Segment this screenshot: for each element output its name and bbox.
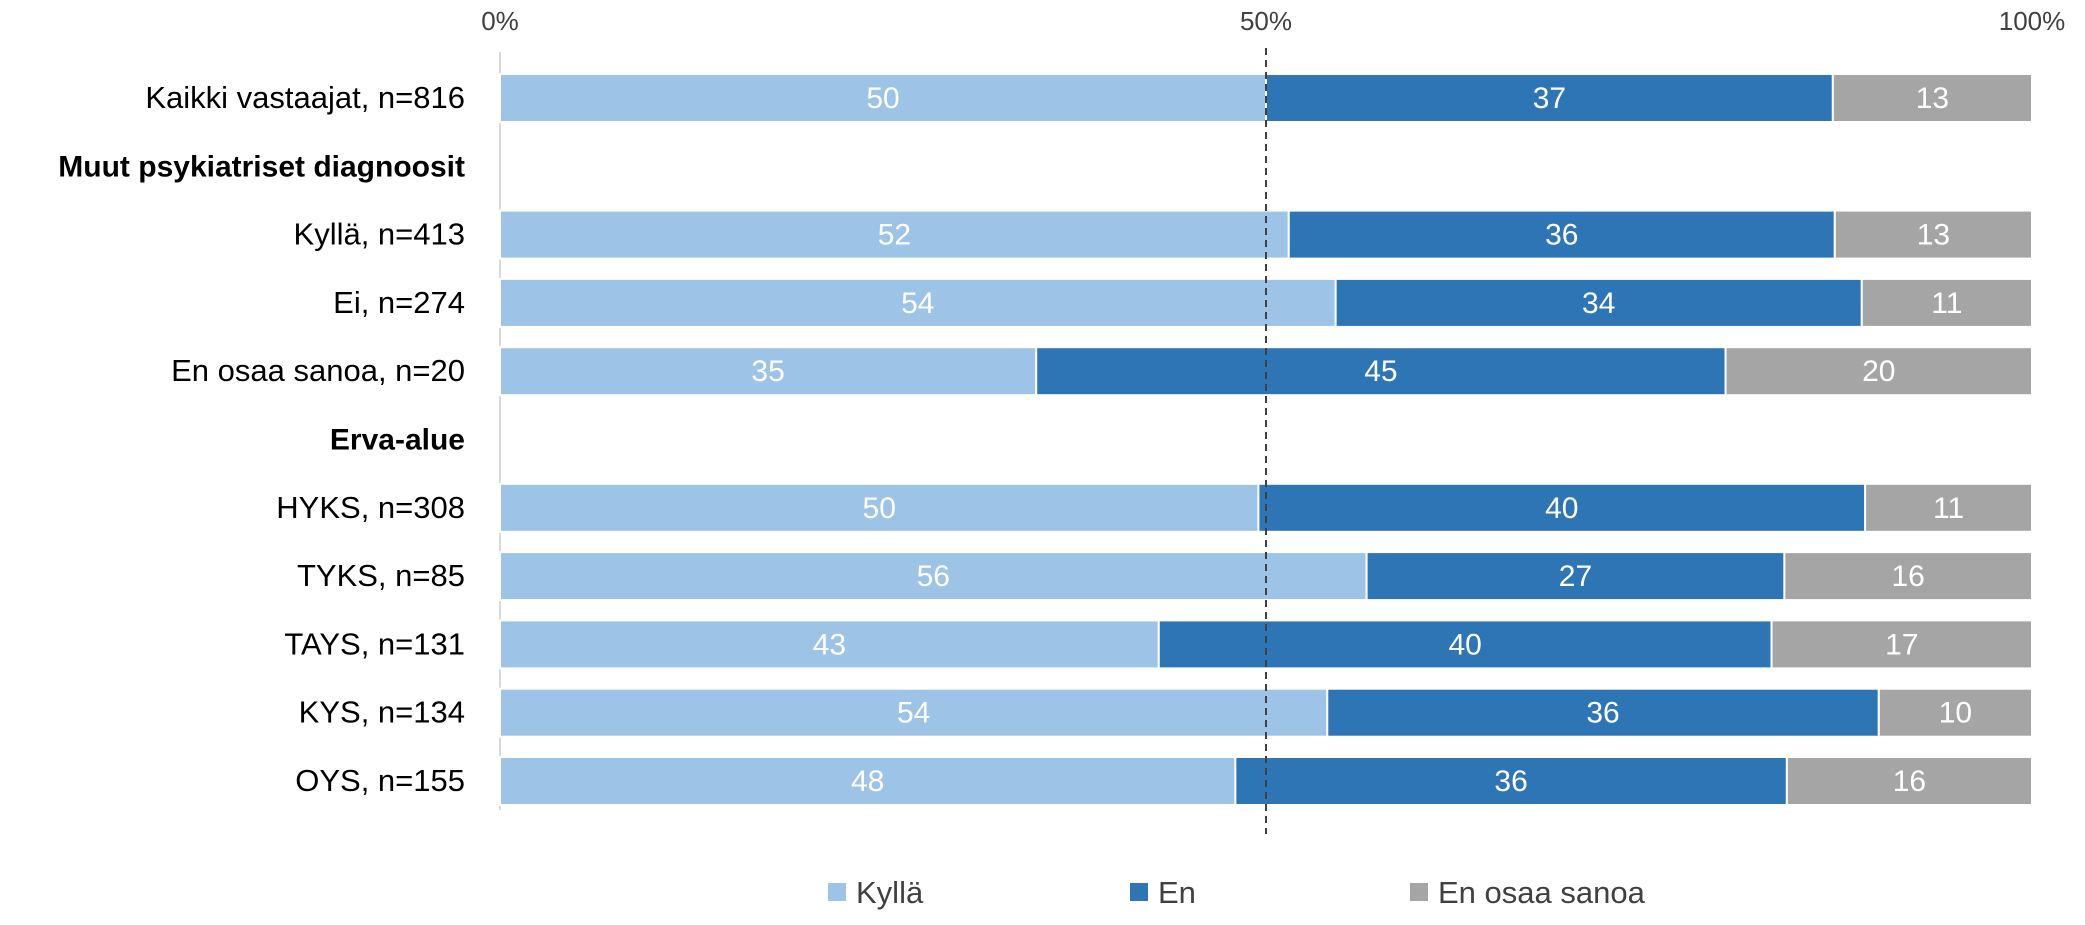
data-label: 27 <box>1559 560 1592 593</box>
data-label: 40 <box>1448 628 1481 661</box>
x-tick-label: 50% <box>1240 6 1292 36</box>
data-label: 56 <box>917 560 950 593</box>
data-label: 36 <box>1494 765 1527 798</box>
bar-segment <box>1831 73 2033 123</box>
legend-swatch <box>828 883 846 901</box>
data-label: 43 <box>813 628 846 661</box>
legend-label: En osaa sanoa <box>1438 875 1646 910</box>
data-label: 17 <box>1885 628 1918 661</box>
bar-segment <box>499 482 1260 533</box>
data-label: 48 <box>851 765 884 798</box>
legend-swatch <box>1130 883 1148 901</box>
data-label: 11 <box>1933 492 1964 525</box>
bar-segment <box>1877 687 2034 738</box>
bar-segment <box>1864 482 2034 533</box>
data-label: 16 <box>1892 560 1925 593</box>
bar-segment <box>1234 756 1788 806</box>
data-label: 13 <box>1916 82 1949 115</box>
data-label: 36 <box>1586 697 1619 730</box>
data-label: 34 <box>1582 287 1615 320</box>
category-label: OYS, n=155 <box>295 763 465 798</box>
legend-label: Kyllä <box>856 875 924 910</box>
bar-segment <box>1724 346 2033 397</box>
bar-segment <box>1783 551 2034 602</box>
bar-segment <box>1265 73 1834 123</box>
group-heading: Erva-alue <box>330 424 465 457</box>
data-label: 50 <box>866 82 899 115</box>
bar-segment <box>1157 619 1773 670</box>
bar-segment <box>1365 551 1786 602</box>
x-tick-label: 100% <box>1999 6 2066 36</box>
bar-segment <box>499 619 1160 670</box>
data-label: 20 <box>1862 355 1895 388</box>
bar-segment <box>1833 209 2034 260</box>
data-label: 35 <box>751 355 784 388</box>
category-label: Kaikki vastaajat, n=816 <box>145 80 465 115</box>
data-label: 50 <box>863 492 896 525</box>
category-label: Ei, n=274 <box>333 285 465 320</box>
category-label: HYKS, n=308 <box>276 490 465 525</box>
data-label: 36 <box>1545 219 1578 252</box>
group-heading: Muut psykiatriset diagnoosit <box>58 150 465 183</box>
data-label: 16 <box>1893 765 1926 798</box>
bar-segment <box>1770 619 2034 670</box>
data-label: 54 <box>897 697 930 730</box>
category-label: Kyllä, n=413 <box>294 217 465 252</box>
data-label: 13 <box>1917 219 1950 252</box>
bar-segment <box>499 346 1038 397</box>
bar-segment <box>1860 277 2034 328</box>
bar-segment <box>1035 346 1727 397</box>
bar-segment <box>1326 687 1880 738</box>
bar-segment <box>1257 482 1867 533</box>
category-label: TAYS, n=131 <box>284 626 465 661</box>
x-tick-label: 0% <box>481 6 519 36</box>
legend-label: En <box>1158 875 1196 910</box>
data-label: 45 <box>1364 355 1397 388</box>
data-label: 52 <box>878 219 911 252</box>
data-label: 40 <box>1545 492 1578 525</box>
category-label: TYKS, n=85 <box>297 558 465 593</box>
data-label: 10 <box>1939 697 1972 730</box>
bar-segment <box>499 551 1368 602</box>
bar-segment <box>1785 756 2033 806</box>
data-label: 37 <box>1533 82 1566 115</box>
legend-swatch <box>1410 883 1428 901</box>
data-label: 11 <box>1931 287 1962 320</box>
category-label: KYS, n=134 <box>299 695 465 730</box>
data-label: 54 <box>901 287 934 320</box>
category-label: En osaa sanoa, n=20 <box>171 353 465 388</box>
